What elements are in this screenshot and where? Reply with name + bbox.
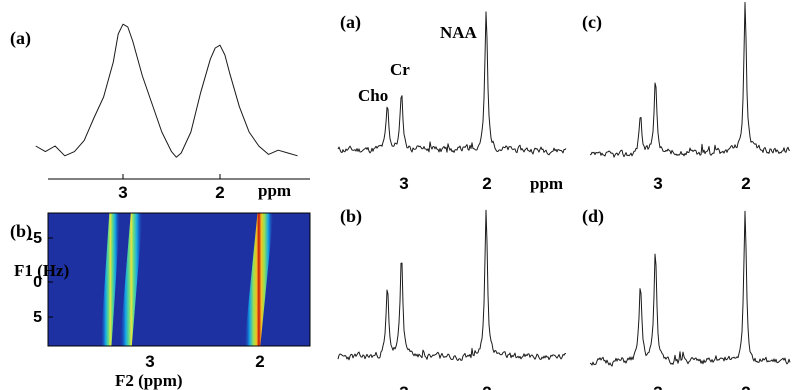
- heatmap-peak-ridge: [244, 213, 274, 346]
- panel-label: (d): [582, 206, 604, 227]
- y-tick-label: -5: [28, 230, 42, 247]
- spectrum-trace: [337, 11, 567, 156]
- peak-label-naa: NAA: [440, 23, 478, 42]
- x-tick-label: 2: [741, 174, 750, 193]
- x-axis-label: F2 (ppm): [115, 371, 183, 390]
- heatmap-peak-ridge: [119, 213, 143, 346]
- spectrum-trace: [35, 23, 298, 158]
- x-tick-label: 3: [145, 352, 154, 371]
- panel-label: (b): [10, 221, 32, 242]
- spectrum-trace: [337, 209, 567, 361]
- x-tick-label: 2: [482, 174, 491, 193]
- spectrum-trace: [589, 210, 791, 367]
- x-tick-label: 3: [399, 174, 408, 193]
- y-axis-label-text: F1 (Hz): [14, 261, 69, 280]
- x-tick-label: 2: [741, 383, 750, 390]
- spectrum-trace: [589, 1, 791, 158]
- x-axis-unit: ppm: [258, 181, 291, 200]
- x-tick-label: 2: [215, 183, 224, 202]
- x-tick-label: 3: [653, 383, 662, 390]
- y-axis-label: F1 (Hz): [14, 261, 69, 280]
- panel-label: (a): [340, 12, 361, 33]
- heatmap-peaks: [48, 213, 310, 346]
- x-tick-label: 2: [482, 383, 491, 390]
- x-tick-label: 3: [653, 174, 662, 193]
- heatmap-peak-ridge: [100, 213, 121, 346]
- panel-label: (c): [582, 12, 602, 33]
- peak-label-cho: Cho: [358, 86, 388, 105]
- panel-label: (b): [340, 206, 362, 227]
- x-axis-unit: ppm: [530, 174, 563, 193]
- y-tick-label: 5: [33, 309, 42, 326]
- y-tick-label: 0: [33, 274, 42, 291]
- panel-label: (a): [10, 28, 31, 49]
- peak-label-cr: Cr: [390, 60, 410, 79]
- x-tick-label: 2: [255, 352, 264, 371]
- x-tick-label: 3: [399, 383, 408, 390]
- x-tick-label: 3: [118, 183, 127, 202]
